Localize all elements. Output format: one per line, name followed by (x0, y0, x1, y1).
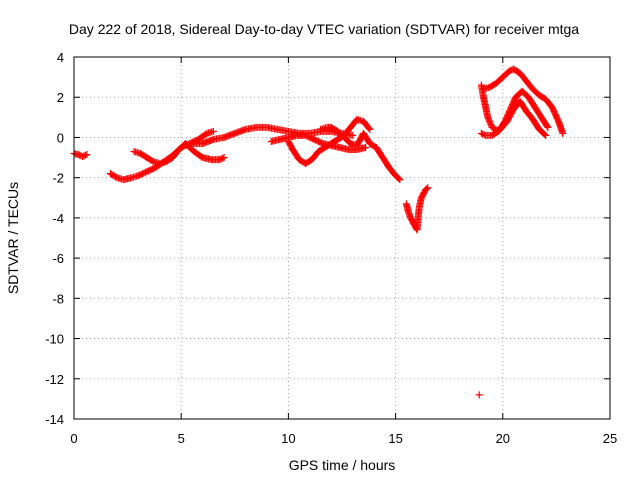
data-point (544, 123, 552, 131)
data-point-interp (365, 124, 373, 132)
data-point-interp (219, 154, 227, 162)
y-tick-label: 4 (57, 50, 64, 65)
y-tick-label: -12 (45, 372, 64, 387)
x-tick-label: 20 (496, 431, 510, 446)
data-point (542, 131, 550, 139)
y-tick-label: -10 (45, 332, 64, 347)
data-point (83, 151, 91, 159)
plot-frame (73, 56, 611, 420)
data-point-interp (423, 185, 431, 193)
y-tick-label: -2 (52, 171, 64, 186)
y-tick-label: -8 (52, 291, 64, 306)
data-point-interp (395, 175, 403, 183)
y-tick-label: 2 (57, 90, 64, 105)
data-point-interp (81, 151, 89, 159)
data-point (220, 154, 228, 162)
x-tick-label: 0 (70, 431, 77, 446)
data-point (366, 125, 374, 133)
y-axis-label: SDTVAR / TECUs (5, 182, 21, 294)
x-ticks: 0 5 10 15 20 25 (70, 57, 617, 446)
y-tick-label: -14 (45, 412, 64, 427)
x-tick-label: 5 (178, 431, 185, 446)
data-point-interp (541, 130, 549, 138)
data-point (424, 184, 432, 192)
data-point (396, 176, 404, 184)
y-tick-label: -4 (52, 211, 64, 226)
x-tick-label: 25 (603, 431, 617, 446)
data-point (559, 129, 567, 137)
chart-title: Day 222 of 2018, Sidereal Day-to-day VTE… (69, 21, 579, 37)
data-point (349, 131, 357, 139)
y-ticks: 4 2 0 -2 -4 -6 -8 -10 -12 -14 (45, 50, 610, 427)
x-tick-label: 15 (388, 431, 402, 446)
data-point-interp (543, 122, 551, 130)
data-point (209, 127, 217, 135)
data-point (362, 144, 370, 151)
x-axis-label: GPS time / hours (289, 457, 396, 473)
y-tick-label: 0 (57, 130, 64, 145)
x-tick-label: 10 (281, 431, 295, 446)
data-point-interp (480, 131, 488, 139)
y-tick-label: -6 (52, 251, 64, 266)
data-points (70, 65, 567, 399)
data-point (475, 391, 483, 399)
